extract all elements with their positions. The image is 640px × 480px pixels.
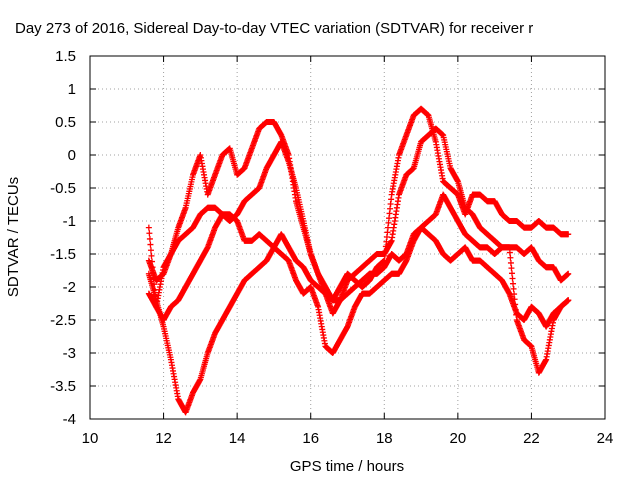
y-tick-label: -1.5 [50,246,76,263]
x-tick-label: 20 [450,430,467,447]
y-axis-label: SDTVAR / TECUs [5,177,22,297]
x-tick-label: 18 [376,430,393,447]
data-points [145,105,572,416]
y-tick-label: -4 [63,411,76,428]
x-tick-label: 16 [302,430,319,447]
data-point [507,259,514,266]
data-point [147,247,154,254]
data-point [508,265,515,272]
data-point [565,270,572,277]
data-point [565,231,572,238]
plot-frame [89,55,606,420]
y-tick-label: -2 [63,279,76,296]
x-axis-label: GPS time / hours [290,458,404,475]
y-tick-label: -3.5 [50,378,76,395]
x-tick-label: 22 [523,430,540,447]
x-tick-label: 14 [229,430,246,447]
y-tick-label: -0.5 [50,180,76,197]
data-point [506,244,513,251]
grid-lines [90,56,605,419]
data-point [565,297,572,304]
chart-title: Day 273 of 2016, Sidereal Day-to-day VTE… [15,20,533,37]
data-point [146,235,153,242]
series-4 [145,224,572,416]
y-tick-label: -3 [63,345,76,362]
y-tick-label: 0 [68,147,76,164]
x-tick-label: 12 [155,430,172,447]
y-tick-label: -1 [63,213,76,230]
x-axis-ticks: 10 12 14 16 18 20 22 24 [82,56,614,447]
y-tick-label: 0.5 [55,114,76,131]
data-point [510,280,517,287]
data-point [508,270,515,277]
x-tick-label: 24 [597,430,614,447]
data-point [506,249,513,256]
y-tick-label: 1 [68,81,76,98]
data-point [145,224,152,231]
data-point [510,285,517,292]
y-tick-label: 1.5 [55,48,76,65]
data-point [148,252,155,259]
data-point [507,254,514,261]
y-axis-ticks: -4 -3.5 -3 -2.5 -2 -1.5 -1 -0.5 0 0.5 1 1.5 [50,48,605,428]
x-tick-label: 10 [82,430,99,447]
data-point [509,275,516,282]
y-tick-label: -2.5 [50,312,76,329]
data-point [147,241,154,248]
data-point [146,230,153,237]
